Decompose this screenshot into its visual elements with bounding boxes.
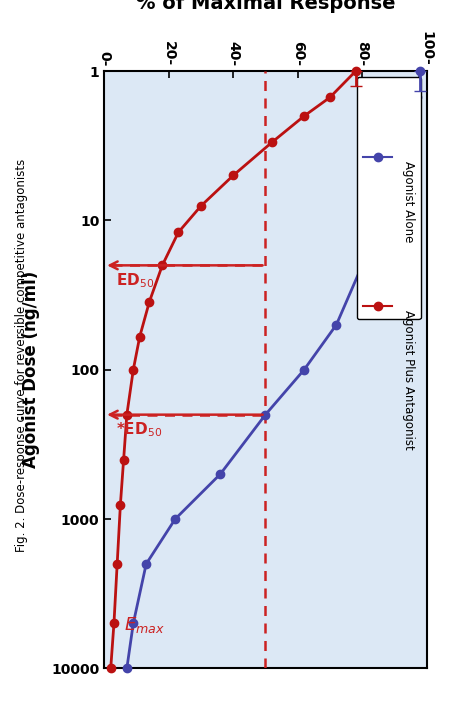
- Text: Fig. 2. Dose-response curve for reversible competitive antagonists: Fig. 2. Dose-response curve for reversib…: [15, 159, 28, 552]
- Legend: Agonist Alone, Agonist Plus Antagonist: Agonist Alone, Agonist Plus Antagonist: [357, 77, 421, 319]
- Text: ED$_{50}$: ED$_{50}$: [116, 271, 154, 289]
- Title: % of Maximal Response: % of Maximal Response: [136, 0, 395, 13]
- Y-axis label: Agonist Dose (ng/ml): Agonist Dose (ng/ml): [22, 271, 40, 469]
- Text: *ED$_{50}$: *ED$_{50}$: [116, 420, 162, 439]
- Text: $E_{max}$: $E_{max}$: [124, 614, 164, 635]
